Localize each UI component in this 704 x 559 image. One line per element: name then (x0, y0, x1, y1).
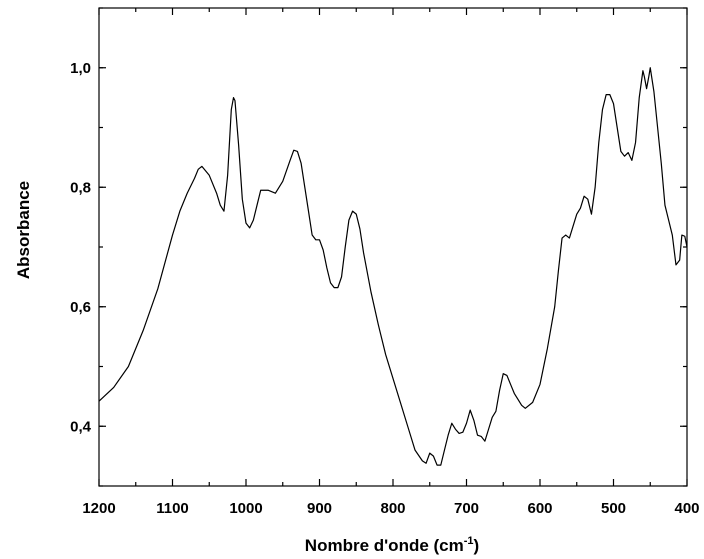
y-tick-label: 0,4 (70, 418, 92, 435)
y-axis-title: Absorbance (14, 181, 33, 279)
x-axis-ticks: 1200 1100 1000 900 800 700 600 500 400 (82, 8, 700, 517)
x-tick-label: 1100 (156, 500, 189, 517)
x-tick-label: 1000 (229, 500, 262, 517)
x-axis-title-suffix: ) (474, 536, 480, 555)
x-axis-title-main: Nombre d'onde (cm (305, 536, 464, 555)
x-tick-label: 400 (674, 500, 699, 517)
y-tick-label: 0,8 (70, 179, 91, 196)
x-tick-label: 500 (601, 500, 626, 517)
x-axis-title-superscript: -1 (464, 535, 474, 547)
x-tick-label: 600 (527, 500, 552, 517)
plot-frame (98, 7, 688, 487)
x-tick-label: 800 (380, 500, 405, 517)
x-tick-label: 900 (307, 500, 332, 517)
plot-border (98, 7, 688, 487)
absorbance-series-line (98, 67, 688, 466)
y-axis-ticks: 0,4 0,6 0,8 1,0 (70, 7, 687, 487)
y-tick-label: 0,6 (70, 299, 91, 316)
x-axis-title: Nombre d'onde (cm-1) (305, 535, 479, 555)
x-tick-label: 700 (454, 500, 479, 517)
series-layer (98, 67, 688, 466)
x-tick-label: 1200 (82, 500, 115, 517)
y-tick-label: 1,0 (70, 60, 91, 77)
